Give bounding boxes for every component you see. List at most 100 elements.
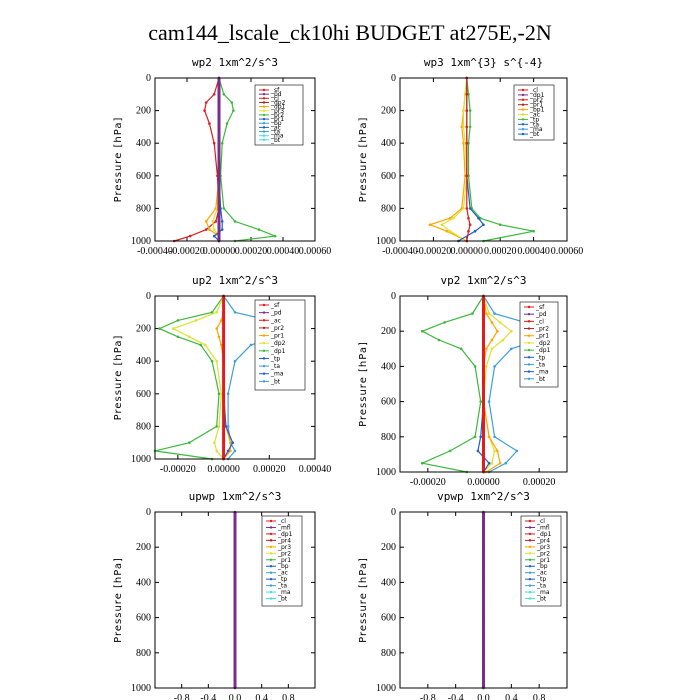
legend-marker xyxy=(521,88,525,92)
data-point xyxy=(493,312,496,315)
data-point xyxy=(471,312,474,315)
data-point xyxy=(485,365,488,368)
data-point xyxy=(448,229,452,233)
data-point xyxy=(226,449,230,453)
legend-marker xyxy=(527,312,531,316)
data-point xyxy=(498,223,502,226)
data-point xyxy=(222,319,225,322)
data-point xyxy=(194,319,198,322)
data-point xyxy=(217,207,221,210)
chart-panel-1: wp2 1xm^2/s^3 Pressure [hPa] 0 200 400 600 800… xyxy=(113,56,331,257)
y-axis-label: Pressure [hPa] xyxy=(113,335,124,421)
y-tick-label: 400 xyxy=(381,577,396,588)
data-point xyxy=(220,220,224,223)
data-point xyxy=(158,327,161,330)
data-point xyxy=(233,633,237,637)
legend-entry: _sf xyxy=(535,304,545,311)
data-point xyxy=(482,669,485,672)
legend-entry: _pr2 xyxy=(529,97,543,104)
data-point xyxy=(212,228,216,231)
legend-entry: _pr1 xyxy=(535,333,549,340)
y-tick-label: 1000 xyxy=(376,683,396,694)
legend-entry: _ac xyxy=(270,317,281,324)
x-tick-label: 0.00020 xyxy=(523,477,556,488)
x-tick-label: -0.00020 xyxy=(410,477,446,488)
data-point xyxy=(496,329,499,333)
data-point xyxy=(476,449,480,453)
data-point xyxy=(459,347,463,351)
y-tick-label: 1000 xyxy=(376,467,396,478)
y-tick-label: 200 xyxy=(136,106,151,117)
data-point xyxy=(176,319,180,322)
y-tick-label: 200 xyxy=(381,542,396,553)
legend-entry: _pr3 xyxy=(270,108,284,115)
data-point xyxy=(510,329,513,333)
legend-entry: _bp xyxy=(536,563,548,570)
data-point xyxy=(212,141,216,145)
data-point xyxy=(215,327,218,330)
legend-entry: _ma xyxy=(536,589,550,596)
legend-marker xyxy=(262,341,266,345)
data-point xyxy=(233,449,237,453)
legend-entry: _cl xyxy=(535,318,544,325)
legend-entry: _ma xyxy=(270,371,284,378)
panel-title: upwp 1xm^2/s^3 xyxy=(189,490,282,503)
data-point xyxy=(440,223,444,226)
legend-marker xyxy=(527,320,531,323)
data-point xyxy=(510,347,513,351)
legend-marker xyxy=(521,132,525,136)
x-tick-label: -0.4 xyxy=(200,693,216,700)
legend-entry: _pr2 xyxy=(270,112,284,119)
legend-marker xyxy=(269,539,273,542)
y-tick-label: 200 xyxy=(136,324,151,335)
y-tick-label: 600 xyxy=(136,389,151,400)
data-point xyxy=(482,633,485,637)
legend-marker xyxy=(521,118,525,121)
chart-panel-3: up2 1xm^2/s^3 Pressure [hPa] 0 200 400 600 800… xyxy=(113,274,331,475)
data-point xyxy=(215,311,218,314)
plot-frame xyxy=(154,295,316,460)
data-point xyxy=(220,392,223,396)
data-point xyxy=(498,461,502,465)
data-point xyxy=(213,441,216,445)
legend-entry: _dp2 xyxy=(535,340,551,347)
data-point xyxy=(222,425,225,428)
legend-marker xyxy=(269,532,273,536)
legend-entry: _tp xyxy=(529,116,539,123)
legend-entry: _pr3 xyxy=(277,544,291,551)
data-point xyxy=(222,93,226,96)
x-tick-label: 0.00000 xyxy=(203,246,236,257)
data-point xyxy=(482,581,485,584)
legend-marker xyxy=(269,526,273,529)
data-point xyxy=(482,616,485,619)
y-axis-label: Pressure [hPa] xyxy=(358,117,369,203)
data-point xyxy=(226,392,230,396)
legend-marker xyxy=(521,93,525,97)
x-tick-label: 0.4 xyxy=(505,693,518,700)
legend-marker xyxy=(528,519,532,523)
legend-marker xyxy=(521,103,525,106)
data-point xyxy=(468,109,472,112)
legend-marker xyxy=(262,380,266,383)
legend-entry: _dp1 xyxy=(277,531,293,538)
legend-entry: _pr2 xyxy=(536,550,550,557)
legend-marker xyxy=(521,108,525,111)
panel-title: vp2 1xm^2/s^3 xyxy=(440,274,526,287)
y-tick-label: 800 xyxy=(381,203,396,214)
data-point xyxy=(217,234,221,238)
data-point xyxy=(485,312,488,315)
data-point xyxy=(233,651,237,655)
legend-box xyxy=(519,301,559,388)
legend-marker xyxy=(527,356,531,359)
data-point xyxy=(217,174,221,178)
data-point xyxy=(448,449,452,453)
legend-marker xyxy=(262,334,266,337)
data-point xyxy=(210,311,214,314)
data-point xyxy=(482,545,485,549)
y-axis-label: Pressure [hPa] xyxy=(113,117,124,203)
data-point xyxy=(215,449,218,453)
legend-marker xyxy=(262,130,266,133)
chart-panel-4: vp2 1xm^2/s^3 Pressure [hPa] 0 200 400 600 800… xyxy=(358,274,568,488)
x-tick-label: 0.00040 xyxy=(267,246,300,257)
data-point xyxy=(421,461,424,465)
